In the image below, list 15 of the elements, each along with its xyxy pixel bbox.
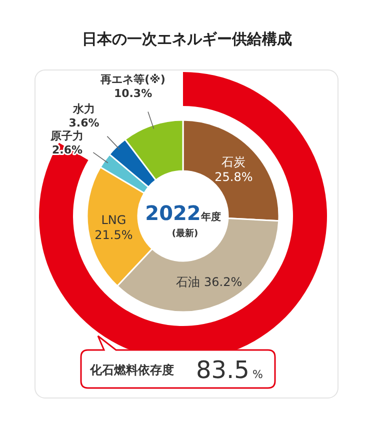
slice-label: LNG <box>101 212 126 227</box>
slice-label: 石油 36.2% <box>176 274 242 289</box>
slice-label: 水力 <box>72 102 96 116</box>
data-label: 10.3% <box>114 86 152 100</box>
slice-label: 再エネ等(※) <box>100 72 166 86</box>
slice-label: 化石燃料依存度 <box>89 363 174 377</box>
chart-title: 日本の一次エネルギー供給構成 <box>82 30 292 48</box>
text: (最新) <box>172 228 198 239</box>
slice-label: 原子力 <box>50 129 84 142</box>
data-label: 83.5% <box>196 356 263 384</box>
data-label: 25.8% <box>214 170 253 184</box>
text: 2022年度 <box>145 201 221 225</box>
data-label: 3.6% <box>68 116 100 130</box>
data-label: 21.5% <box>94 228 133 242</box>
slice-label: 石炭 <box>222 154 246 169</box>
